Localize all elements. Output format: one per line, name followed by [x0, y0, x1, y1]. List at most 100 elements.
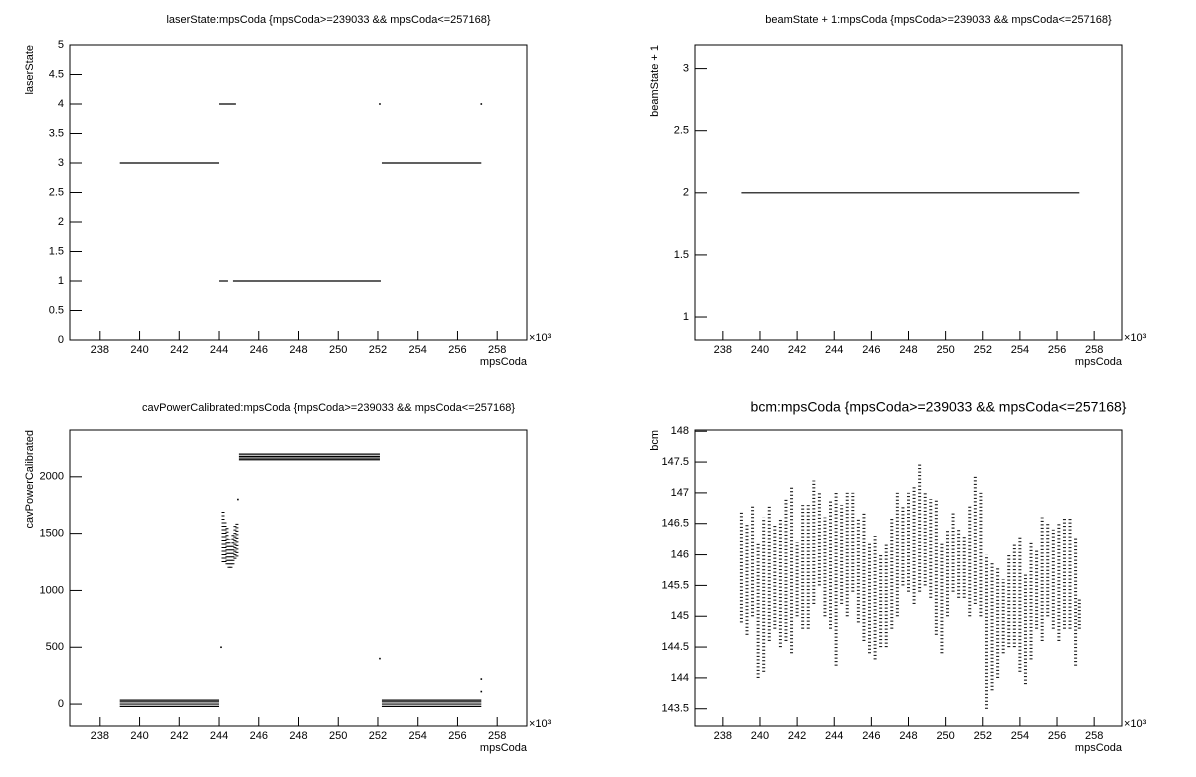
- x-tick-label: 242: [170, 730, 188, 742]
- x-tick-label: 244: [210, 344, 228, 356]
- y-tick-label: 1: [683, 311, 689, 323]
- x-axis-multiplier: ×10³: [1124, 332, 1147, 344]
- y-tick-label: 0: [58, 698, 64, 710]
- x-tick-label: 250: [936, 344, 954, 356]
- x-tick-label: 252: [369, 344, 387, 356]
- y-axis-label: bcm: [649, 430, 661, 451]
- x-tick-label: 244: [825, 344, 843, 356]
- x-axis-label: mpsCoda: [1075, 742, 1123, 754]
- y-tick-label: 2: [58, 216, 64, 228]
- x-tick-label: 240: [751, 344, 769, 356]
- y-tick-label: 147: [671, 487, 689, 499]
- x-tick-label: 238: [91, 344, 109, 356]
- point: [237, 498, 239, 501]
- x-tick-label: 246: [250, 344, 268, 356]
- y-axis-label: laserState: [24, 45, 36, 95]
- x-tick-label: 256: [1048, 344, 1066, 356]
- plot-frame: [694, 429, 1123, 727]
- point: [480, 678, 483, 680]
- x-axis-multiplier: ×10³: [529, 718, 552, 730]
- x-tick-label: 248: [289, 344, 307, 356]
- x-tick-label: 254: [1011, 730, 1029, 742]
- y-tick-label: 146: [671, 548, 689, 560]
- point: [379, 657, 381, 660]
- x-tick-label: 246: [862, 344, 880, 356]
- y-tick-label: 2.5: [674, 125, 689, 137]
- chart-title: cavPowerCalibrated:mpsCoda {mpsCoda>=239…: [142, 402, 515, 414]
- y-tick-label: 144.5: [661, 641, 689, 653]
- y-axis-label: beamState + 1: [649, 45, 661, 117]
- y-tick-label: 500: [46, 641, 64, 653]
- y-tick-label: 1.5: [674, 249, 689, 261]
- y-tick-label: 2.5: [49, 186, 64, 198]
- y-tick-label: 1.5: [49, 245, 64, 257]
- x-tick-label: 252: [369, 730, 387, 742]
- x-tick-label: 252: [974, 730, 992, 742]
- x-tick-label: 254: [409, 730, 427, 742]
- point: [480, 690, 483, 693]
- x-tick-label: 248: [289, 730, 307, 742]
- x-tick-label: 240: [751, 730, 769, 742]
- y-tick-label: 0: [58, 334, 64, 346]
- y-tick-label: 3: [58, 157, 64, 169]
- x-tick-label: 258: [488, 730, 506, 742]
- y-tick-label: 0.5: [49, 304, 64, 316]
- panel: laserState:mpsCoda {mpsCoda>=239033 && m…: [24, 14, 552, 368]
- x-tick-label: 248: [899, 344, 917, 356]
- x-tick-label: 242: [788, 344, 806, 356]
- x-tick-label: 238: [91, 730, 109, 742]
- y-tick-label: 5: [58, 39, 64, 51]
- chart-title: bcm:mpsCoda {mpsCoda>=239033 && mpsCoda<…: [751, 399, 1127, 415]
- x-tick-label: 244: [210, 730, 228, 742]
- point: [379, 103, 381, 105]
- y-axis-label: cavPowerCalibrated: [24, 430, 36, 528]
- y-tick-label: 145.5: [661, 579, 689, 591]
- y-tick-label: 144: [671, 672, 689, 684]
- x-tick-label: 242: [788, 730, 806, 742]
- panel: beamState + 1:mpsCoda {mpsCoda>=239033 &…: [649, 14, 1147, 368]
- x-tick-label: 250: [936, 730, 954, 742]
- y-tick-label: 146.5: [661, 518, 689, 530]
- x-axis-multiplier: ×10³: [1124, 718, 1147, 730]
- x-tick-label: 246: [250, 730, 268, 742]
- x-tick-label: 258: [1085, 730, 1103, 742]
- y-tick-label: 147.5: [661, 456, 689, 468]
- y-tick-label: 145: [671, 610, 689, 622]
- y-tick-label: 143.5: [661, 703, 689, 715]
- x-tick-label: 248: [899, 730, 917, 742]
- x-tick-label: 246: [862, 730, 880, 742]
- x-axis-multiplier: ×10³: [529, 332, 552, 344]
- plot-frame: [69, 429, 528, 727]
- y-tick-label: 4.5: [49, 68, 64, 80]
- x-tick-label: 240: [130, 730, 148, 742]
- y-tick-label: 1500: [40, 528, 64, 540]
- x-tick-label: 250: [329, 730, 347, 742]
- y-tick-label: 3: [683, 63, 689, 75]
- x-tick-label: 238: [714, 344, 732, 356]
- x-tick-label: 250: [329, 344, 347, 356]
- chart-title: beamState + 1:mpsCoda {mpsCoda>=239033 &…: [765, 14, 1112, 26]
- x-tick-label: 256: [448, 730, 466, 742]
- x-tick-label: 256: [1048, 730, 1066, 742]
- x-axis-label: mpsCoda: [480, 356, 528, 368]
- y-tick-label: 1000: [40, 584, 64, 596]
- x-tick-label: 256: [448, 344, 466, 356]
- x-tick-label: 238: [714, 730, 732, 742]
- panel: bcm:mpsCoda {mpsCoda>=239033 && mpsCoda<…: [649, 399, 1147, 754]
- x-tick-label: 258: [1085, 344, 1103, 356]
- panel: cavPowerCalibrated:mpsCoda {mpsCoda>=239…: [24, 402, 552, 754]
- x-tick-label: 252: [974, 344, 992, 356]
- plot-frame: [69, 44, 528, 341]
- x-tick-label: 242: [170, 344, 188, 356]
- x-tick-label: 254: [1011, 344, 1029, 356]
- y-tick-label: 3.5: [49, 127, 64, 139]
- chart-title: laserState:mpsCoda {mpsCoda>=239033 && m…: [166, 14, 490, 26]
- x-tick-label: 240: [130, 344, 148, 356]
- x-tick-label: 254: [409, 344, 427, 356]
- x-axis-label: mpsCoda: [1075, 356, 1123, 368]
- x-tick-label: 244: [825, 730, 843, 742]
- y-tick-label: 148: [671, 425, 689, 437]
- point: [480, 103, 483, 105]
